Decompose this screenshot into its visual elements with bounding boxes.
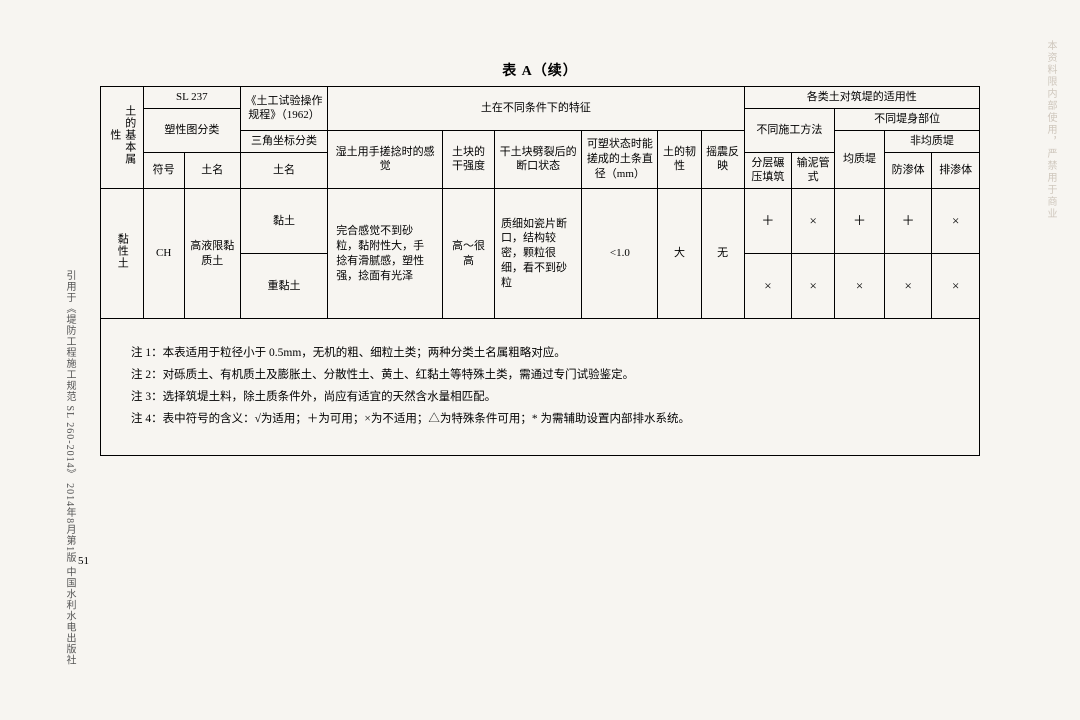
note-4: 注 4：表中符号的含义：√为适用；＋为可用；×为不适用；△为特殊条件可用；* 为… [131, 409, 959, 431]
cell-tough: 大 [658, 189, 701, 319]
cell-r1-pipe: × [792, 189, 835, 254]
hdr-soilname2: 土名 [240, 152, 327, 189]
cell-tri1: 黏土 [240, 189, 327, 254]
cell-wet: 完合感觉不到砂粒，黏附性大，手捻有滑腻感，塑性强，捻面有光泽 [328, 189, 443, 319]
hdr-manual: 《土工试验操作规程》（1962） [240, 87, 327, 131]
cell-dia: <1.0 [582, 189, 658, 319]
notes-block: 注 1：本表适用于粒径小于 0.5mm，无机的粗、细粒土类；两种分类土名属粗略对… [100, 319, 980, 455]
hdr-diameter: 可塑状态时能搓成的土条直径（mm） [582, 130, 658, 189]
hdr-method: 不同施工方法 [744, 108, 835, 152]
hdr-layer: 分层碾压填筑 [744, 152, 792, 189]
hdr-tough: 土的韧性 [658, 130, 701, 189]
cell-r2-layer: × [744, 254, 792, 319]
cell-r1-layer: ＋ [744, 189, 792, 254]
hdr-seep: 防渗体 [884, 152, 932, 189]
hdr-nonuniform: 非均质堤 [884, 130, 979, 152]
hdr-soil-attr: 土的基本属性 [107, 105, 137, 165]
hdr-char: 土在不同条件下的特征 [328, 87, 744, 131]
page-number: 51 [78, 555, 89, 567]
hdr-wet: 湿土用手搓捻时的感觉 [328, 130, 443, 189]
cell-dry: 高～很高 [443, 189, 495, 319]
cell-r2-uniform: × [835, 254, 885, 319]
hdr-pipe: 输泥管式 [792, 152, 835, 189]
table-row: 黏性土 CH 高液限黏质土 黏土 完合感觉不到砂粒，黏附性大，手捻有滑腻感，塑性… [101, 189, 980, 254]
cell-symbol: CH [143, 189, 184, 319]
hdr-shake: 摇震反映 [701, 130, 744, 189]
watermark-right: 本资料限内部使用，严禁用于商业 [1043, 40, 1058, 220]
hdr-plastic: 塑性图分类 [143, 108, 240, 152]
cell-r1-drain: × [932, 189, 980, 254]
hdr-body: 不同堤身部位 [835, 108, 980, 130]
hdr-sl237: SL 237 [143, 87, 240, 109]
hdr-crack: 干土块劈裂后的断口状态 [494, 130, 581, 189]
cell-r2-drain: × [932, 254, 980, 319]
cell-tri2: 重黏土 [240, 254, 327, 319]
cell-slname: 高液限黏质土 [184, 189, 240, 319]
cell-crack: 质细如瓷片断口，结构较密，颗粒很细，看不到砂粒 [494, 189, 581, 319]
note-1: 注 1：本表适用于粒径小于 0.5mm，无机的粗、细粒土类；两种分类土名属粗略对… [131, 343, 959, 365]
table-title: 表 A（续） [100, 60, 980, 80]
hdr-suit: 各类土对筑堤的适用性 [744, 87, 979, 109]
cell-r1-uniform: ＋ [835, 189, 885, 254]
note-2: 注 2：对砾质土、有机质土及膨胀土、分散性土、黄土、红黏土等特殊土类，需通过专门… [131, 365, 959, 387]
hdr-dry: 土块的干强度 [443, 130, 495, 189]
page-content: 表 A（续） 土的基本属性 SL 237 《土工试验操作规程》（1962） 土在… [100, 60, 980, 456]
cell-r2-seep: × [884, 254, 932, 319]
cell-cat: 黏性土 [114, 221, 129, 281]
hdr-symbol: 符号 [143, 152, 184, 189]
hdr-uniform: 均质堤 [835, 130, 885, 189]
hdr-tri: 三角坐标分类 [240, 130, 327, 152]
hdr-drain: 排渗体 [932, 152, 980, 189]
citation-left: 引用于《堤防工程施工规范 SL 260-2014》 2014年8月第1版 中国水… [62, 270, 77, 666]
cell-r1-seep: ＋ [884, 189, 932, 254]
cell-r2-pipe: × [792, 254, 835, 319]
main-table: 土的基本属性 SL 237 《土工试验操作规程》（1962） 土在不同条件下的特… [100, 86, 980, 319]
hdr-soilname: 土名 [184, 152, 240, 189]
note-3: 注 3：选择筑堤土料，除土质条件外，尚应有适宜的天然含水量相匹配。 [131, 387, 959, 409]
cell-shake: 无 [701, 189, 744, 319]
